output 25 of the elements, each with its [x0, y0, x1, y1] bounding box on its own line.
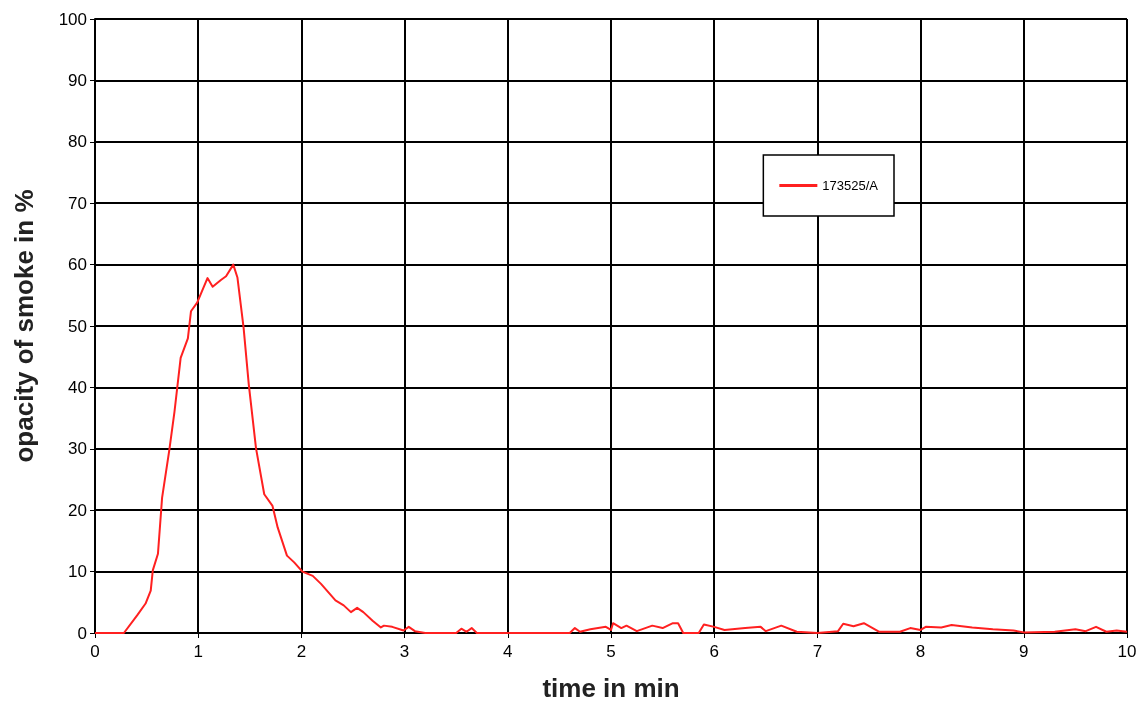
- x-tick-label: 4: [503, 642, 513, 661]
- y-tick-label: 0: [77, 623, 87, 643]
- y-tick-label: 30: [68, 439, 87, 459]
- legend-label: 173525/A: [822, 178, 879, 193]
- y-tick-label: 40: [68, 377, 87, 397]
- x-tick-label: 7: [812, 642, 823, 661]
- y-tick-label: 50: [68, 316, 87, 336]
- y-tick-label: 80: [68, 132, 87, 152]
- x-tick-label: 3: [399, 642, 410, 661]
- x-tick-label: 2: [296, 642, 307, 661]
- x-tick-label: 8: [915, 642, 926, 661]
- y-tick-label: 90: [68, 70, 87, 90]
- x-tick-label: 9: [1019, 642, 1029, 661]
- x-tick-label: 0: [90, 642, 100, 661]
- y-tick-label: 60: [68, 255, 87, 275]
- x-axis-title: time in min: [542, 673, 680, 703]
- y-tick-label: 70: [68, 193, 87, 213]
- x-tick-label: 1: [193, 642, 203, 661]
- x-tick-label: 5: [606, 642, 616, 661]
- x-tick-label: 10: [1117, 642, 1137, 661]
- y-tick-label: 100: [58, 9, 87, 29]
- y-tick-label: 10: [68, 562, 87, 582]
- y-tick-label: 20: [68, 500, 87, 520]
- y-axis-title: opacity of smoke in %: [9, 189, 39, 463]
- x-tick-label: 6: [709, 642, 719, 661]
